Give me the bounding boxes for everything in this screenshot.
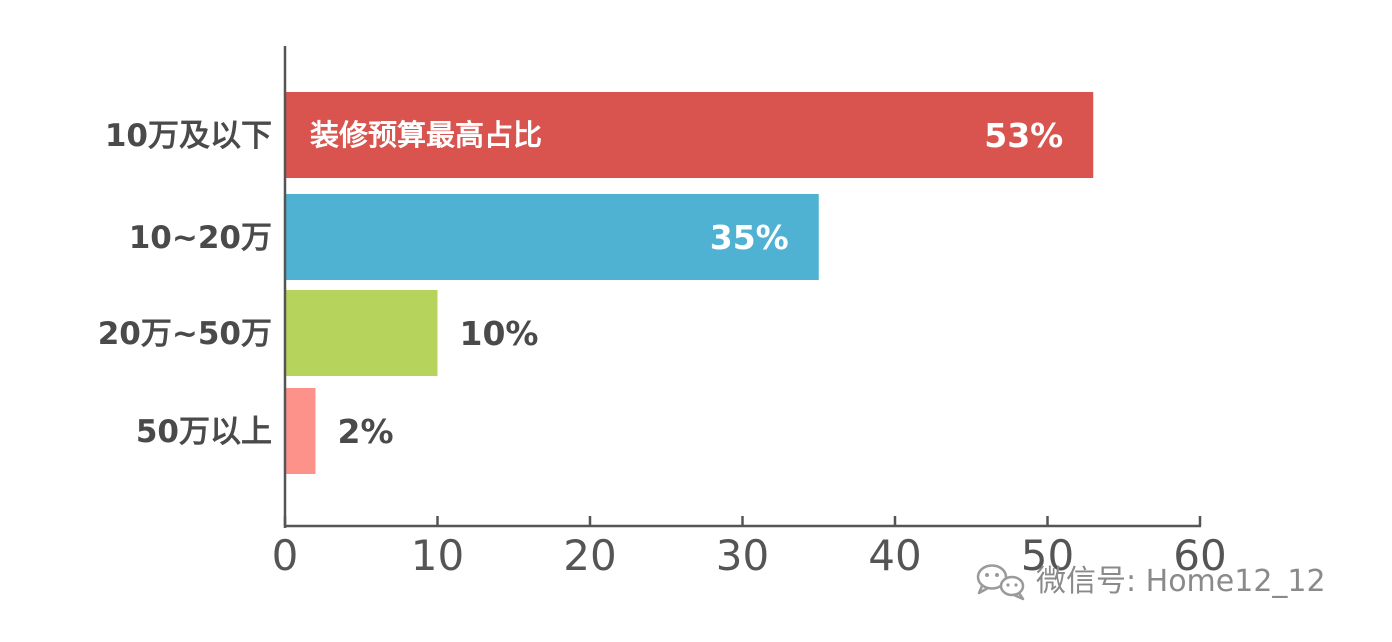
x-tick-label: 20	[563, 531, 616, 580]
value-label: 35%	[710, 218, 789, 257]
x-tick-label: 60	[1173, 531, 1226, 580]
x-tick-label: 10	[411, 531, 464, 580]
bars-layer	[285, 92, 1094, 474]
x-tick-label: 30	[716, 531, 769, 580]
value-label: 2%	[338, 412, 394, 451]
value-labels: 53% 35% 10% 2%	[338, 116, 1064, 451]
category-labels: 10万及以下 10~20万 20万~50万 50万以上	[98, 118, 272, 450]
watermark: 微信号: Home12_12	[976, 564, 1326, 601]
category-label: 10~20万	[129, 220, 272, 256]
value-label: 53%	[984, 116, 1063, 155]
x-tick-label: 40	[868, 531, 921, 580]
watermark-text: 微信号: Home12_12	[1036, 564, 1326, 599]
axes: 0 10 20 30 40 50 60	[272, 46, 1227, 580]
category-label: 50万以上	[136, 414, 272, 450]
bar	[285, 388, 316, 474]
bar	[285, 194, 819, 280]
x-tick-label: 50	[1021, 531, 1074, 580]
category-label: 20万~50万	[98, 316, 272, 352]
bar	[285, 290, 438, 376]
category-label: 10万及以下	[105, 118, 272, 154]
x-tick-label: 0	[272, 531, 299, 580]
wechat-icon	[976, 564, 1025, 601]
bar	[285, 92, 1094, 178]
value-label: 10%	[460, 314, 539, 353]
annotation-label: 装修预算最高占比	[310, 118, 542, 152]
